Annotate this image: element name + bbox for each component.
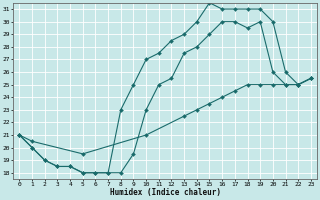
X-axis label: Humidex (Indice chaleur): Humidex (Indice chaleur) [110, 188, 220, 197]
